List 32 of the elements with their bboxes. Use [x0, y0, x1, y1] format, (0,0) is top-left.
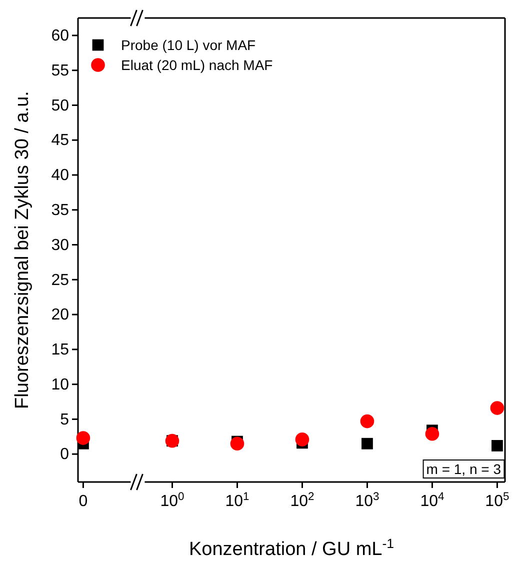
x-axis-title: Konzentration / GU mL$^{-1}$: [188, 536, 394, 560]
x-tick-label: 10$^{4}$: [420, 491, 444, 510]
point: [490, 401, 504, 415]
x-tick-label: 10$^{5}$: [485, 491, 510, 510]
legend-label: Eluat (20 mL) nach MAF: [121, 57, 273, 73]
y-tick-label: 15: [51, 342, 70, 359]
x-tick-label: 0: [78, 493, 88, 510]
x-tick-label: 10$^{0}$: [160, 491, 184, 510]
y-tick-label: 20: [51, 306, 70, 324]
annotation: m = 1, n = 3: [426, 461, 502, 477]
point: [492, 440, 503, 452]
point: [360, 414, 374, 428]
legend-label: Probe (10 L) vor MAF: [121, 37, 256, 53]
y-tick-label: 25: [51, 272, 70, 289]
y-tick-label: 30: [51, 236, 70, 254]
point: [230, 436, 244, 451]
point: [425, 426, 440, 441]
y-tick-label: 0: [60, 446, 70, 464]
y-tick-label: 50: [51, 97, 70, 114]
point: [362, 438, 373, 450]
x-tick-label: 10$^{3}$: [355, 491, 380, 510]
y-tick-label: 35: [51, 202, 70, 219]
y-tick-label: 10: [51, 376, 70, 394]
y-tick-label: 45: [51, 132, 70, 150]
y-axis-title: Fluoreszenzsignal bei Zyklus 30 / a.u.: [12, 91, 33, 409]
x-tick-label: 10$^{2}$: [290, 491, 314, 510]
y-tick-label: 5: [60, 411, 70, 428]
point: [295, 432, 310, 446]
y-tick-label: 40: [51, 167, 70, 184]
y-tick-label: 55: [51, 62, 70, 80]
x-tick-label: 10$^{1}$: [225, 491, 250, 510]
y-tick-label: 60: [51, 28, 70, 45]
